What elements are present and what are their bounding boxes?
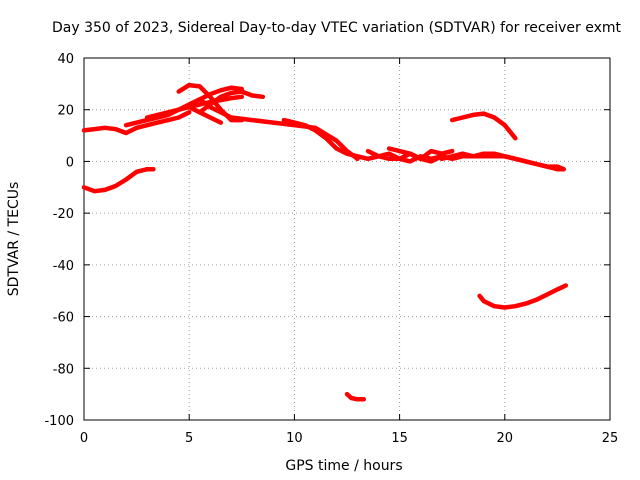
y-tick-label: -80 xyxy=(53,362,74,377)
y-tick-label: 40 xyxy=(57,52,74,67)
x-tick-label: 25 xyxy=(602,431,619,446)
y-tick-label: -60 xyxy=(53,311,74,326)
x-tick-label: 10 xyxy=(286,431,303,446)
series-line-s2 xyxy=(81,166,156,194)
series-line-s12 xyxy=(439,151,566,172)
series-line-s1 xyxy=(81,110,192,136)
chart-title: Day 350 of 2023, Sidereal Day-to-day VTE… xyxy=(52,20,622,36)
series-line-s8 xyxy=(186,104,224,125)
y-tick-label: 20 xyxy=(57,104,74,119)
x-tick-label: 15 xyxy=(391,431,408,446)
plot-frame xyxy=(83,57,611,421)
series-group xyxy=(81,82,569,402)
series-line-s5 xyxy=(176,82,245,123)
x-tick-label: 20 xyxy=(497,431,514,446)
y-tick-label: -20 xyxy=(53,207,74,222)
y-axis: -100 -80 -60 -40 -20 0 20 40 xyxy=(44,52,610,429)
x-axis: 0 5 10 15 20 25 xyxy=(80,58,618,446)
x-axis-label: GPS time / hours xyxy=(285,458,402,474)
series-line-s3 xyxy=(123,97,360,162)
x-tick-label: 0 xyxy=(80,431,88,446)
series-line-s15 xyxy=(344,391,367,402)
series-line-s6 xyxy=(186,85,245,107)
y-axis-label: SDTVAR / TECUs xyxy=(6,182,22,297)
series-line-s4 xyxy=(144,94,245,120)
y-tick-label: -40 xyxy=(53,259,74,274)
y-tick-label: -100 xyxy=(44,414,74,429)
series-line-s7 xyxy=(197,89,266,115)
x-tick-label: 5 xyxy=(185,431,193,446)
y-tick-label: 0 xyxy=(66,155,74,170)
series-line-s14 xyxy=(477,283,569,310)
series-line-s11 xyxy=(386,146,444,164)
series-line-s13 xyxy=(449,111,518,141)
grid xyxy=(84,58,610,420)
